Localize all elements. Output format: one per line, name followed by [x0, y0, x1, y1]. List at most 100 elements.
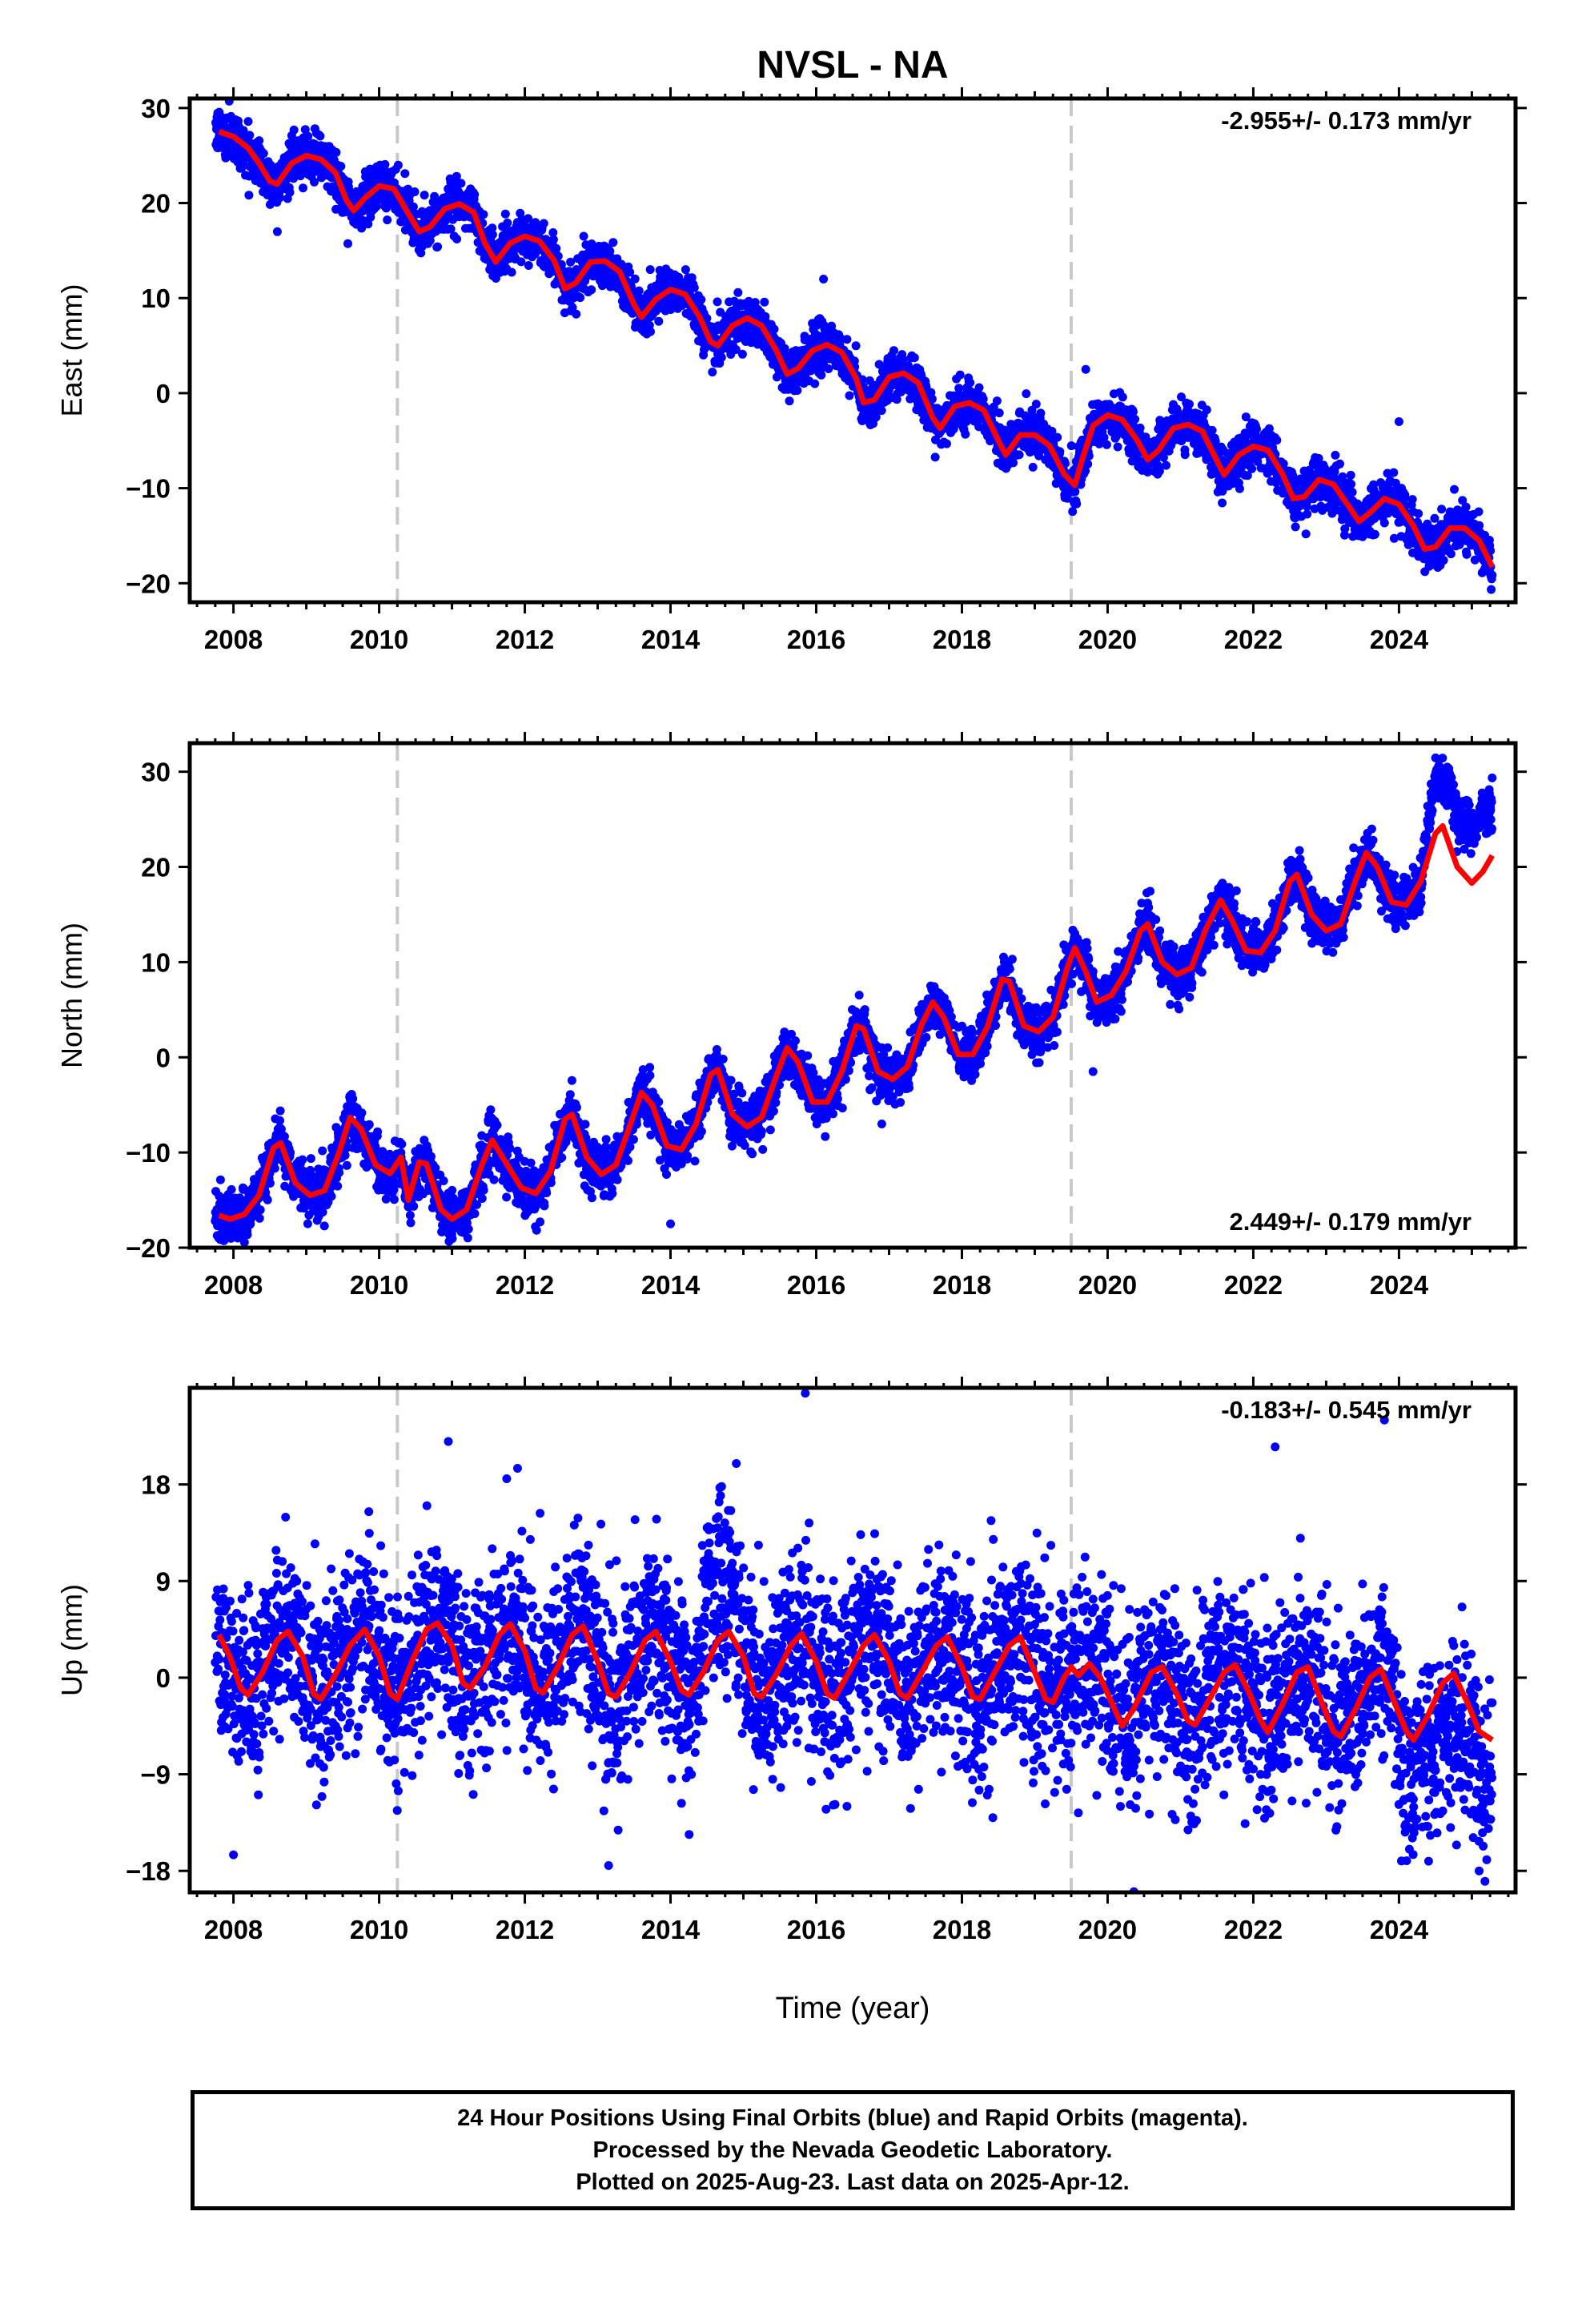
data-point — [400, 169, 410, 179]
data-point — [851, 341, 861, 351]
y-ticks — [179, 107, 1527, 585]
data-point — [1036, 408, 1046, 418]
data-point — [343, 239, 352, 248]
outlier-point — [1394, 417, 1403, 427]
data-point — [1430, 513, 1439, 523]
data-point — [1475, 521, 1484, 530]
data-point — [1407, 495, 1417, 505]
data-point — [1389, 533, 1399, 543]
data-point — [1034, 451, 1044, 460]
data-point — [857, 375, 867, 384]
y-tick-label: 0 — [156, 379, 171, 408]
data-point — [909, 353, 919, 363]
data-point — [697, 295, 706, 304]
data-point — [1264, 424, 1274, 433]
data-point — [966, 378, 975, 388]
data-point — [1066, 441, 1076, 451]
data-point — [1118, 392, 1127, 402]
outlier-point — [819, 274, 829, 283]
data-point — [456, 179, 466, 188]
data-point — [978, 394, 988, 404]
outlier-point — [1241, 412, 1251, 422]
data-point — [300, 125, 310, 135]
data-point — [1450, 485, 1459, 494]
data-point — [737, 349, 747, 359]
data-point — [889, 346, 898, 356]
data-point — [1053, 432, 1062, 442]
x-ticks — [195, 87, 1510, 613]
data-point — [1470, 555, 1480, 565]
data-point — [1247, 464, 1257, 473]
data-point — [507, 267, 516, 277]
data-point — [731, 345, 741, 354]
x-tick-label: 2012 — [496, 625, 554, 654]
data-point — [336, 162, 346, 171]
data-point — [634, 286, 644, 296]
data-point — [817, 370, 826, 380]
data-point — [1009, 458, 1018, 468]
data-point — [689, 283, 699, 292]
data-point — [452, 235, 462, 243]
data-point — [810, 379, 820, 388]
data-point — [1347, 480, 1356, 489]
data-point — [845, 391, 854, 400]
x-tick-label: 2020 — [1078, 625, 1137, 654]
data-point — [1180, 450, 1190, 460]
data-point — [410, 187, 420, 196]
data-point — [1439, 556, 1448, 565]
data-point — [425, 235, 435, 245]
data-point — [1446, 549, 1456, 559]
data-point — [1437, 505, 1447, 514]
data-point — [1346, 470, 1355, 480]
data-point — [303, 131, 313, 141]
data-point — [524, 214, 533, 223]
chart-title: NVSL - NA — [757, 44, 948, 86]
data-point — [1068, 507, 1078, 517]
data-point — [646, 327, 655, 336]
data-point — [452, 171, 461, 181]
data-point — [994, 408, 1004, 418]
data-point — [568, 303, 577, 312]
data-point — [1487, 585, 1496, 594]
plot-area — [211, 743, 1497, 1248]
data-point — [255, 136, 264, 146]
data-point — [605, 247, 615, 256]
data-point — [1474, 507, 1484, 517]
data-point — [1302, 502, 1311, 511]
data-point — [1185, 400, 1194, 409]
data-point — [275, 193, 284, 203]
data-point — [1389, 468, 1399, 477]
data-point — [1288, 471, 1298, 480]
data-point — [954, 389, 964, 399]
data-point — [1154, 466, 1164, 476]
data-point — [1340, 524, 1350, 533]
data-point — [572, 309, 581, 319]
data-point — [930, 452, 940, 462]
data-point — [793, 386, 802, 395]
east-panel: 2008 2010 2012 2014 2016 2018 2020 2022 20243020… — [55, 87, 1527, 654]
data-point — [1461, 502, 1471, 512]
data-point — [299, 183, 307, 193]
data-point — [363, 219, 373, 229]
data-point — [842, 335, 852, 344]
data-point — [380, 159, 390, 169]
data-point — [1083, 460, 1093, 468]
data-point — [371, 202, 381, 211]
data-point — [733, 287, 743, 297]
data-point — [1370, 529, 1379, 539]
data-point — [227, 1184, 236, 1194]
data-point — [942, 439, 951, 448]
data-point — [1060, 459, 1070, 468]
data-point — [1014, 450, 1024, 460]
data-point — [836, 333, 845, 343]
data-point — [630, 274, 640, 283]
data-point — [1338, 472, 1347, 481]
data-point — [1047, 427, 1057, 436]
model-fit-line — [218, 129, 1496, 569]
data-point — [871, 412, 881, 422]
data-point — [1379, 518, 1389, 528]
data-point — [625, 267, 635, 277]
data-point — [420, 191, 429, 200]
x-tick-label: 2010 — [350, 625, 408, 654]
data-point — [1488, 570, 1497, 580]
